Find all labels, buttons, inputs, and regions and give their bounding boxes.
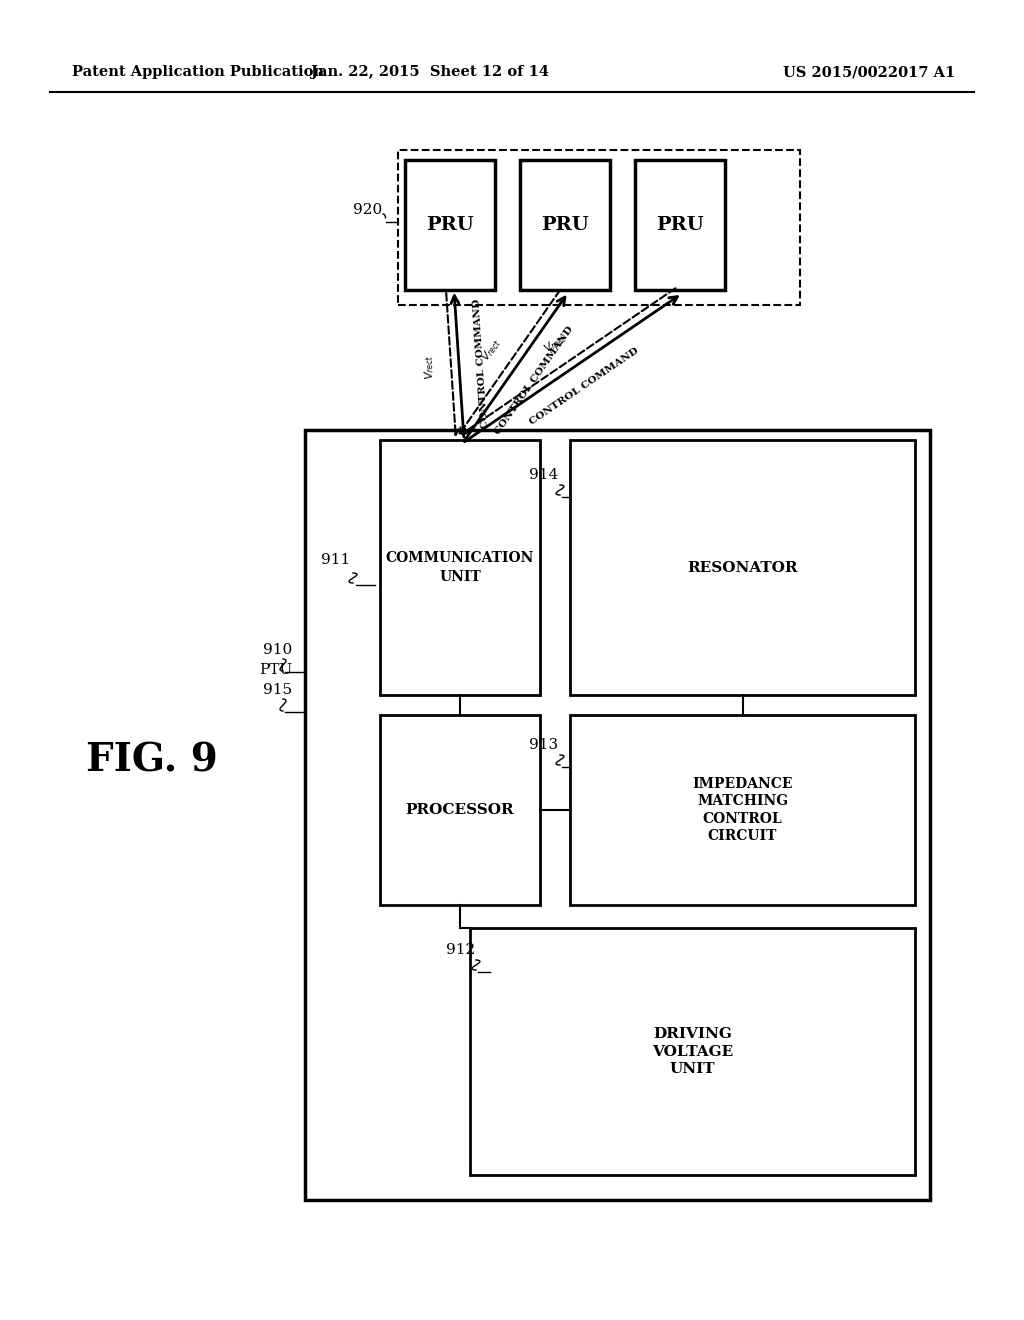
Text: 920: 920 (352, 203, 382, 216)
Text: Jan. 22, 2015  Sheet 12 of 14: Jan. 22, 2015 Sheet 12 of 14 (311, 65, 549, 79)
Text: FIG. 9: FIG. 9 (86, 741, 218, 779)
Text: PRU: PRU (542, 216, 589, 234)
Text: DRIVING
VOLTAGE
UNIT: DRIVING VOLTAGE UNIT (652, 1027, 733, 1076)
Text: PROCESSOR: PROCESSOR (406, 803, 514, 817)
Text: 911: 911 (321, 553, 350, 568)
Text: PRU: PRU (426, 216, 474, 234)
Text: Patent Application Publication: Patent Application Publication (72, 65, 324, 79)
Bar (470, 928, 915, 1175)
Bar (380, 440, 540, 696)
Text: COMMUNICATION
UNIT: COMMUNICATION UNIT (386, 550, 535, 585)
Text: 912: 912 (445, 942, 475, 957)
Bar (305, 430, 930, 1200)
Text: $V_{rect}$: $V_{rect}$ (478, 335, 504, 364)
Text: $V_{rect}$: $V_{rect}$ (541, 331, 569, 356)
Bar (635, 160, 725, 290)
Text: CONTROL COMMAND: CONTROL COMMAND (472, 298, 489, 429)
Text: CONTROL COMMAND: CONTROL COMMAND (528, 346, 641, 426)
Text: 913: 913 (528, 738, 558, 752)
Bar (570, 715, 915, 906)
Text: IMPEDANCE
MATCHING
CONTROL
CIRCUIT: IMPEDANCE MATCHING CONTROL CIRCUIT (692, 777, 793, 843)
Text: 910: 910 (263, 643, 292, 657)
Text: PTU: PTU (259, 663, 292, 677)
Text: 914: 914 (528, 469, 558, 482)
Text: US 2015/0022017 A1: US 2015/0022017 A1 (782, 65, 955, 79)
Bar (520, 160, 610, 290)
Bar (570, 440, 915, 696)
Text: RESONATOR: RESONATOR (687, 561, 798, 574)
Text: PRU: PRU (656, 216, 703, 234)
Bar (398, 150, 800, 305)
Text: $V_{rect}$: $V_{rect}$ (421, 354, 437, 380)
Text: 915: 915 (263, 682, 292, 697)
Bar (406, 160, 495, 290)
Text: CONTROL COMMAND: CONTROL COMMAND (493, 325, 574, 436)
Bar (380, 715, 540, 906)
